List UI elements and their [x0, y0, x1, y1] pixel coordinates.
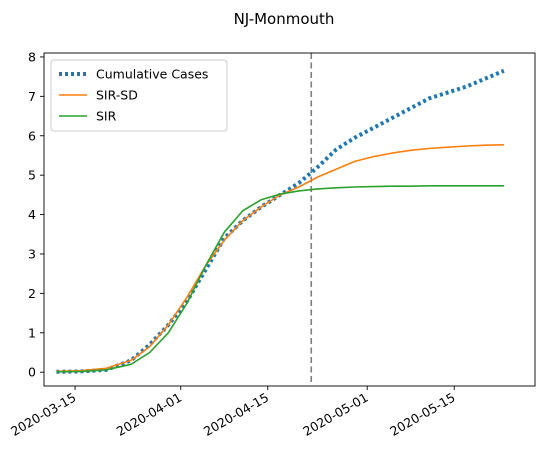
series-line-3 — [56, 185, 504, 373]
x-tick-label: 2020-03-15 — [8, 390, 78, 439]
legend-label: SIR-SD — [96, 88, 138, 103]
plot-area — [56, 53, 505, 386]
y-tick-label: 3 — [28, 246, 36, 261]
x-tick-label: 2020-05-15 — [387, 390, 457, 439]
y-tick-label: 4 — [28, 207, 36, 222]
series-line-1 — [56, 68, 505, 374]
y-tick-label: 2 — [28, 286, 36, 301]
x-tick-label: 2020-04-01 — [114, 390, 184, 439]
legend: Cumulative Cases SIR-SD SIR — [50, 59, 228, 132]
series-line-2 — [56, 144, 504, 373]
y-tick-label: 7 — [28, 89, 36, 104]
chart-title: NJ-Monmouth — [234, 10, 335, 28]
legend-label: SIR — [96, 109, 117, 124]
y-tick-label: 6 — [28, 128, 36, 143]
x-tick-label: 2020-05-01 — [300, 390, 370, 439]
x-tick-label: 2020-04-15 — [201, 390, 271, 439]
legend-box — [50, 59, 228, 132]
axes-frame — [43, 52, 536, 387]
y-tick-label: 1 — [28, 325, 36, 340]
y-tick-label: 8 — [28, 49, 36, 64]
y-tick-label: 0 — [28, 365, 36, 380]
legend-label: Cumulative Cases — [96, 67, 208, 82]
y-tick-label: 5 — [28, 168, 36, 183]
